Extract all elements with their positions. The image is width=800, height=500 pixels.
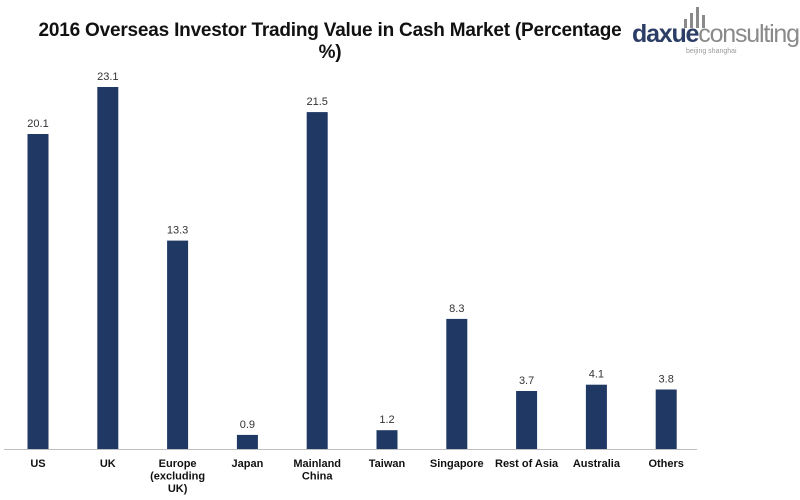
value-label-4: 21.5 [306, 96, 327, 108]
category-label-line: UK [100, 458, 116, 470]
bar-1 [97, 87, 119, 449]
category-label-line: Singapore [430, 458, 484, 470]
category-label-line: Europe [159, 458, 197, 470]
category-label-line: China [302, 471, 333, 483]
bar-3 [236, 434, 258, 449]
category-label-line: Japan [232, 458, 264, 470]
category-labels-layer: US UK Europe (excluding UK) Japan Mainland Chin… [30, 458, 684, 495]
bar-5 [376, 430, 398, 449]
bar-4 [306, 112, 328, 449]
bar-0 [27, 134, 49, 449]
category-label-9: Others [648, 458, 683, 470]
category-label-4: Mainland China [293, 458, 341, 483]
logo-bars-icon [684, 6, 714, 28]
category-label-line: US [30, 458, 45, 470]
bar-2 [167, 240, 189, 449]
category-label-2: Europe (excluding UK) [150, 458, 205, 495]
value-label-1: 23.1 [97, 71, 118, 83]
category-label-line: UK) [168, 483, 188, 495]
bar-6 [446, 318, 468, 449]
bar-7 [516, 391, 538, 449]
category-label-line: Australia [573, 458, 621, 470]
category-label-6: Singapore [430, 458, 484, 470]
bar-9 [655, 389, 677, 449]
logo-wordmark: daxueconsulting [632, 20, 800, 48]
value-label-5: 1.2 [379, 414, 394, 426]
logo-tagline: beijing shanghai [686, 48, 737, 55]
value-label-6: 8.3 [449, 303, 464, 315]
value-label-8: 4.1 [589, 369, 604, 381]
value-label-9: 3.8 [659, 374, 674, 386]
category-label-3: Japan [232, 458, 264, 470]
value-label-2: 13.3 [167, 225, 188, 237]
category-label-8: Australia [573, 458, 621, 470]
category-label-7: Rest of Asia [495, 458, 559, 470]
category-label-line: Mainland [293, 458, 341, 470]
logo-wordmark-part1: daxue [632, 20, 699, 48]
category-label-line: Others [648, 458, 683, 470]
logo-wordmark-part2: consulting [698, 20, 800, 48]
category-label-5: Taiwan [369, 458, 406, 470]
value-label-3: 0.9 [240, 419, 255, 431]
category-label-line: Rest of Asia [495, 458, 559, 470]
value-label-7: 3.7 [519, 375, 534, 387]
category-label-line: (excluding [150, 471, 205, 483]
value-labels-layer: 20.1 23.1 13.3 0.9 21.5 1.2 8.3 3.7 4.1 3.8 [27, 71, 674, 431]
bars-layer [27, 87, 677, 449]
category-label-line: Taiwan [369, 458, 406, 470]
company-logo: daxueconsulting beijing shanghai [632, 4, 800, 55]
chart-title: 2016 Overseas Investor Trading Value in … [38, 20, 622, 63]
value-label-0: 20.1 [27, 118, 48, 130]
category-label-0: US [30, 458, 45, 470]
bar-8 [585, 384, 607, 449]
category-label-1: UK [100, 458, 116, 470]
